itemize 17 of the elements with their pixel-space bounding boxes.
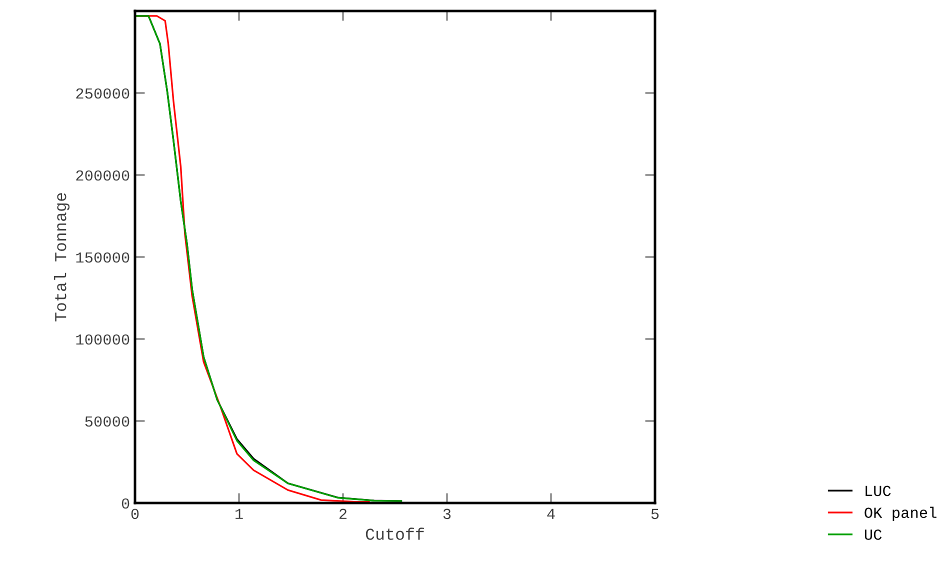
y-tick-label: 50000: [85, 416, 130, 427]
legend-label: LUC: [866, 486, 891, 496]
legend-label: UC: [864, 530, 882, 540]
y-tick-label: 150000: [76, 252, 130, 263]
legend-label: OK panel: [864, 506, 936, 522]
y-tick-label: 0: [122, 498, 130, 509]
x-tick-label: 4: [547, 508, 555, 519]
y-axis-title: Total Tonnage: [54, 193, 70, 322]
x-axis-title: Cutoff: [366, 528, 424, 540]
x-tick-label: 1: [236, 508, 243, 519]
y-tick-label: 100000: [76, 334, 130, 345]
x-tick-label: 2: [339, 508, 347, 519]
x-tick-label: 5: [651, 508, 659, 520]
x-tick-label: 0: [131, 508, 139, 520]
y-tick-label: 200000: [76, 170, 130, 181]
x-tick-label: 3: [443, 508, 451, 520]
y-tick-label: 250000: [76, 88, 130, 99]
